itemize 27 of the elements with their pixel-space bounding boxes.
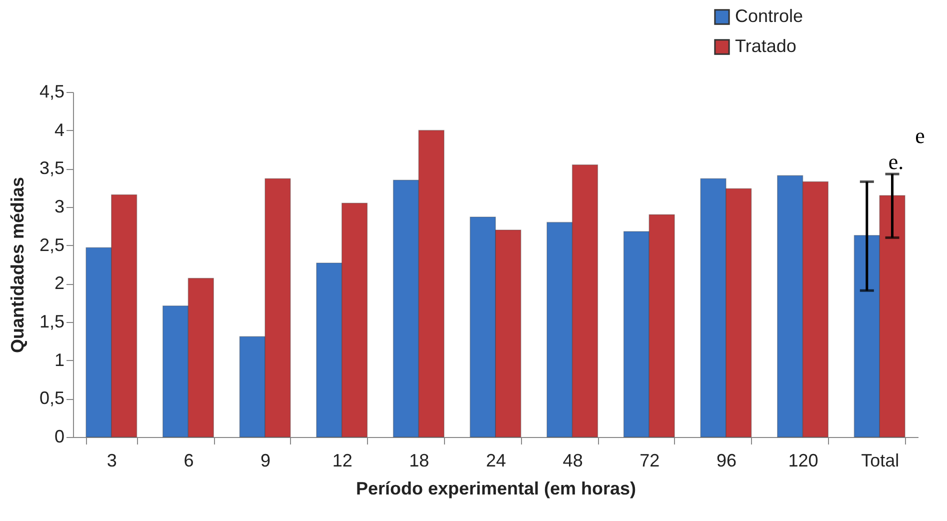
x-tick-label: 18 (409, 450, 430, 470)
y-tick-label: 0,5 (39, 388, 64, 408)
y-tick-label: 1,5 (39, 312, 64, 332)
x-tick-label: 120 (788, 450, 818, 470)
y-axis-title: Quantidades médias (7, 176, 28, 354)
legend-label: Tratado (735, 36, 796, 56)
y-tick-label: 0 (54, 426, 64, 446)
x-tick-label: 72 (640, 450, 660, 470)
y-tick-label: 4,5 (39, 82, 64, 102)
annotation: e. (888, 149, 904, 174)
x-tick-label: 9 (260, 450, 271, 470)
y-tick-label: 1 (54, 350, 64, 370)
x-tick-label: 96 (716, 450, 736, 470)
x-tick-label: 24 (486, 450, 506, 470)
y-tick-label: 3 (54, 196, 64, 216)
x-tick-label: 3 (106, 450, 117, 470)
x-tick-label: Total (861, 450, 900, 470)
x-tick-label: 12 (332, 450, 352, 470)
legend-label: Controle (735, 6, 804, 26)
y-tick-label: 3,5 (39, 158, 64, 178)
x-tick-label: 48 (562, 450, 583, 470)
x-axis-title: Período experimental (em horas) (356, 478, 636, 498)
y-tick-label: 2 (54, 273, 64, 294)
x-tick-label: 6 (184, 450, 194, 470)
y-tick-label: 4 (54, 120, 64, 140)
y-tick-label: 2,5 (39, 234, 64, 255)
annotation: e (915, 123, 925, 148)
